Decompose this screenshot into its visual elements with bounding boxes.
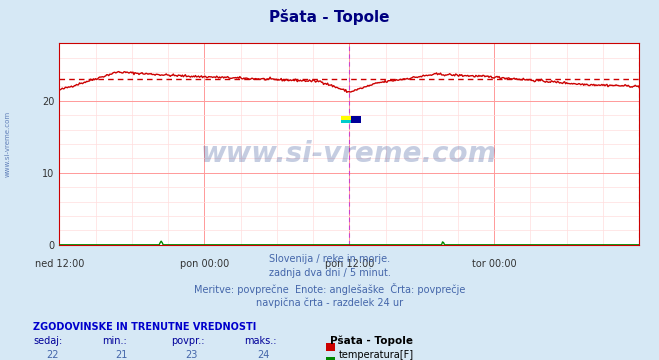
Text: 21: 21	[116, 350, 128, 360]
Text: maks.:: maks.:	[244, 336, 276, 346]
Bar	[341, 116, 351, 120]
Text: Pšata - Topole: Pšata - Topole	[270, 9, 389, 25]
Text: min.:: min.:	[102, 336, 127, 346]
Text: Slovenija / reke in morje.: Slovenija / reke in morje.	[269, 254, 390, 264]
Text: tor 00:00: tor 00:00	[472, 259, 517, 269]
Bar	[351, 116, 361, 123]
Text: ned 12:00: ned 12:00	[35, 259, 84, 269]
Text: navpična črta - razdelek 24 ur: navpična črta - razdelek 24 ur	[256, 297, 403, 307]
Text: www.si-vreme.com: www.si-vreme.com	[5, 111, 11, 177]
Text: 22: 22	[47, 350, 59, 360]
Bar	[341, 120, 351, 123]
Text: Meritve: povprečne  Enote: anglešaške  Črta: povprečje: Meritve: povprečne Enote: anglešaške Črt…	[194, 283, 465, 294]
Text: temperatura[F]: temperatura[F]	[339, 350, 414, 360]
Text: Pšata - Topole: Pšata - Topole	[330, 336, 413, 346]
Text: ZGODOVINSKE IN TRENUTNE VREDNOSTI: ZGODOVINSKE IN TRENUTNE VREDNOSTI	[33, 322, 256, 332]
Text: pon 00:00: pon 00:00	[180, 259, 229, 269]
Text: sedaj:: sedaj:	[33, 336, 62, 346]
Text: 23: 23	[185, 350, 197, 360]
Text: zadnja dva dni / 5 minut.: zadnja dva dni / 5 minut.	[269, 268, 390, 278]
Text: 24: 24	[258, 350, 270, 360]
Text: povpr.:: povpr.:	[171, 336, 205, 346]
Text: pon 12:00: pon 12:00	[325, 259, 374, 269]
Text: www.si-vreme.com: www.si-vreme.com	[201, 140, 498, 168]
